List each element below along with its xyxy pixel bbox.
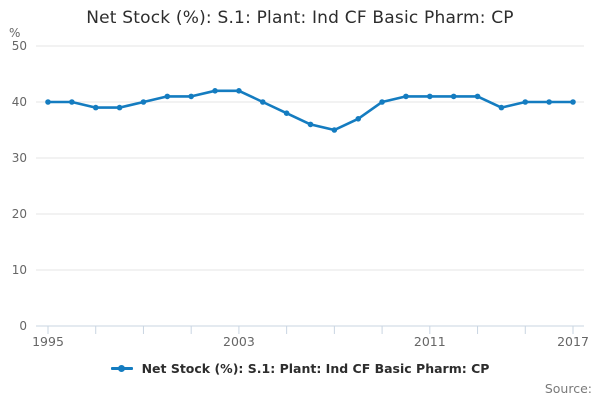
source-note: Source: bbox=[544, 381, 592, 396]
axis-layer: 0 10 20 30 40 50 1995 2003 2011 2017 bbox=[12, 39, 589, 349]
y-tick-label: 30 bbox=[12, 151, 27, 165]
legend-label: Net Stock (%): S.1: Plant: Ind CF Basic … bbox=[141, 361, 490, 376]
y-axis-unit-label: % bbox=[9, 26, 20, 40]
data-point-marker bbox=[570, 99, 576, 105]
x-tick-label: 2003 bbox=[223, 334, 255, 349]
data-point-marker bbox=[427, 93, 433, 100]
x-tick-label: 2011 bbox=[414, 334, 446, 349]
data-point-marker bbox=[355, 116, 362, 122]
grid-layer bbox=[36, 45, 584, 271]
y-tick-label: 0 bbox=[19, 319, 27, 333]
chart-title: Net Stock (%): S.1: Plant: Ind CF Basic … bbox=[86, 8, 514, 28]
data-point-marker bbox=[69, 99, 75, 105]
data-point-marker bbox=[546, 99, 552, 105]
data-point-marker bbox=[259, 99, 266, 105]
data-point-marker bbox=[331, 127, 338, 133]
data-point-marker bbox=[450, 93, 457, 100]
x-tick-label: 2017 bbox=[557, 334, 589, 349]
data-point-marker bbox=[212, 88, 218, 94]
data-point-marker bbox=[92, 104, 99, 111]
y-tick-label: 20 bbox=[12, 207, 27, 221]
data-point-marker bbox=[140, 99, 147, 105]
data-point-marker bbox=[283, 110, 290, 116]
legend-line-marker-icon bbox=[110, 365, 133, 372]
data-point-marker bbox=[236, 88, 242, 94]
data-point-marker bbox=[474, 93, 481, 100]
data-point-marker bbox=[522, 99, 529, 105]
data-point-marker bbox=[188, 93, 194, 100]
y-tick-label: 50 bbox=[12, 39, 27, 53]
data-point-marker bbox=[45, 99, 51, 105]
data-point-marker bbox=[116, 104, 123, 111]
data-point-marker bbox=[498, 104, 505, 111]
data-point-marker bbox=[307, 121, 314, 128]
data-point-marker bbox=[164, 93, 171, 100]
data-point-marker bbox=[403, 93, 409, 100]
y-tick-label: 40 bbox=[12, 95, 27, 109]
data-point-marker bbox=[379, 99, 385, 105]
series-layer bbox=[45, 88, 576, 133]
legend: Net Stock (%): S.1: Plant: Ind CF Basic … bbox=[0, 361, 600, 376]
x-tick-label: 1995 bbox=[32, 334, 64, 349]
y-tick-label: 10 bbox=[12, 263, 27, 277]
